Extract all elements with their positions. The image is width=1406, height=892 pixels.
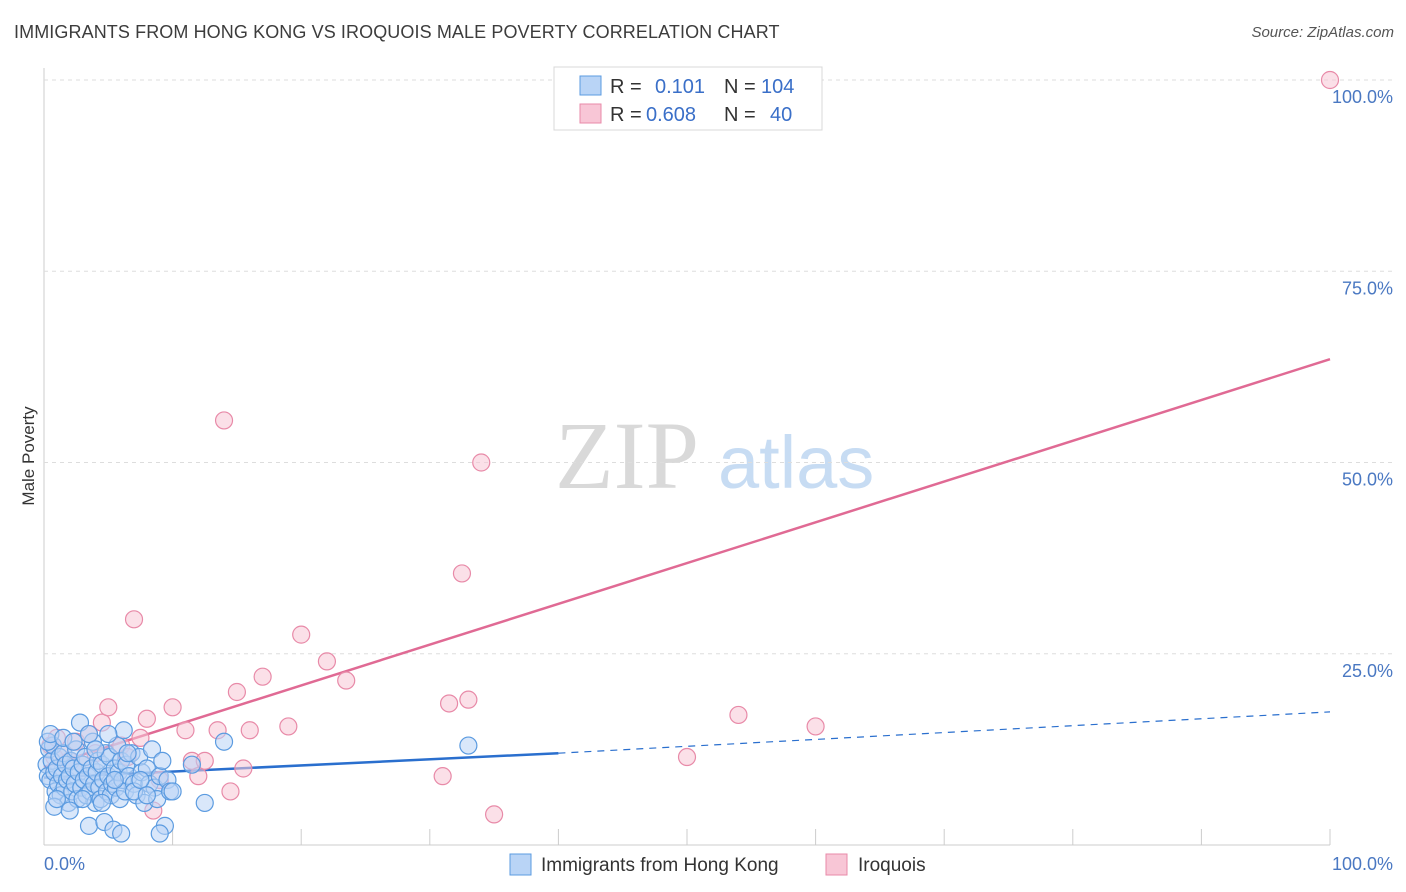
point-iroquois-33 [337, 671, 356, 690]
legend-swatch-blue [579, 75, 602, 96]
point-hong-kong-94 [118, 744, 137, 763]
trend-line-hong-kong-extension [558, 711, 1331, 754]
point-hong-kong-33 [79, 816, 99, 835]
point-iroquois-42 [806, 717, 825, 736]
point-iroquois-28 [240, 721, 259, 740]
y-tick-label-100: 100.0% [1332, 87, 1393, 107]
x-tick-label-0: 0.0% [44, 854, 85, 874]
bottom-legend-label-hong-kong: Immigrants from Hong Kong [541, 855, 779, 876]
y-tick-label-50: 50.0% [1342, 470, 1393, 490]
point-iroquois-27 [234, 759, 253, 778]
point-iroquois-41 [729, 705, 748, 725]
source-credit: Source: ZipAtlas.com [1251, 24, 1394, 41]
point-iroquois-34 [433, 767, 452, 786]
point-hong-kong-93 [112, 824, 131, 843]
legend-n-label-1: N = [724, 76, 756, 98]
gridlines [44, 79, 1393, 655]
point-iroquois-26 [227, 682, 246, 702]
point-hong-kong-76 [153, 751, 172, 770]
point-iroquois-13 [124, 610, 144, 629]
point-hong-kong-72 [142, 740, 162, 759]
point-iroquois-10 [99, 698, 118, 717]
legend-r-label-2: R = [610, 104, 642, 126]
point-hong-kong-97 [137, 786, 156, 805]
bottom-legend: Immigrants from Hong Kong Iroquois [509, 853, 926, 876]
point-iroquois-19 [176, 721, 195, 740]
point-iroquois-43 [1320, 70, 1340, 90]
point-iroquois-14 [131, 728, 150, 748]
point-iroquois-18 [163, 698, 182, 717]
watermark-zip: ZIP [555, 402, 699, 509]
y-tick-labels: 25.0% 50.0% 75.0% 100.0% [1332, 87, 1393, 681]
point-iroquois-35 [439, 694, 459, 713]
point-iroquois-15 [137, 709, 156, 728]
point-hong-kong-60 [114, 721, 133, 740]
bottom-legend-label-iroquois: Iroquois [858, 855, 926, 876]
point-hong-kong-83 [47, 789, 66, 809]
point-hong-kong-103 [459, 736, 478, 755]
point-iroquois-31 [292, 625, 311, 644]
point-iroquois-30 [279, 717, 298, 736]
bottom-legend-swatch-pink [825, 853, 848, 876]
point-hong-kong-85 [60, 801, 79, 820]
point-iroquois-37 [459, 690, 478, 709]
legend-n-value-1: 104 [761, 76, 794, 98]
legend-n-value-2: 40 [770, 104, 792, 126]
point-iroquois-38 [472, 453, 491, 472]
point-hong-kong-90 [92, 793, 111, 813]
legend-r-value-2: 0.608 [646, 104, 696, 126]
y-tick-label-25: 25.0% [1342, 661, 1393, 681]
point-iroquois-29 [253, 667, 272, 686]
point-iroquois-25 [221, 782, 240, 801]
legend-r-label-1: R = [610, 76, 642, 98]
legend-n-label-2: N = [724, 104, 756, 126]
point-iroquois-39 [485, 805, 504, 824]
point-iroquois-24 [214, 411, 234, 430]
point-hong-kong-100 [182, 755, 201, 774]
y-axis-label: Male Poverty [19, 406, 38, 506]
point-hong-kong-88 [79, 724, 99, 744]
point-hong-kong-102 [214, 732, 234, 751]
trend-line-iroquois [43, 358, 1331, 769]
series-hong-kong [37, 713, 478, 843]
point-hong-kong-98 [150, 824, 169, 843]
point-hong-kong-96 [131, 770, 150, 790]
y-tick-label-75: 75.0% [1342, 278, 1393, 298]
chart-title: IMMIGRANTS FROM HONG KONG VS IROQUOIS MA… [14, 22, 780, 42]
point-hong-kong-99 [163, 782, 182, 801]
x-ticks [43, 829, 1331, 845]
point-iroquois-40 [677, 747, 697, 767]
legend-r-value-1: 0.101 [655, 76, 705, 98]
point-hong-kong-101 [195, 793, 214, 813]
legend-swatch-pink [579, 103, 602, 124]
point-iroquois-36 [452, 564, 472, 583]
bottom-legend-swatch-blue [509, 853, 532, 876]
legend-box: R = 0.101 N = 104 R = 0.608 N = 40 [553, 66, 823, 131]
point-hong-kong-86 [64, 732, 83, 751]
point-hong-kong-92 [105, 770, 124, 790]
point-iroquois-32 [317, 652, 337, 671]
point-hong-kong-87 [73, 789, 92, 809]
point-hong-kong-89 [86, 740, 105, 759]
point-hong-kong-91 [99, 724, 118, 744]
x-tick-label-100: 100.0% [1332, 854, 1393, 874]
